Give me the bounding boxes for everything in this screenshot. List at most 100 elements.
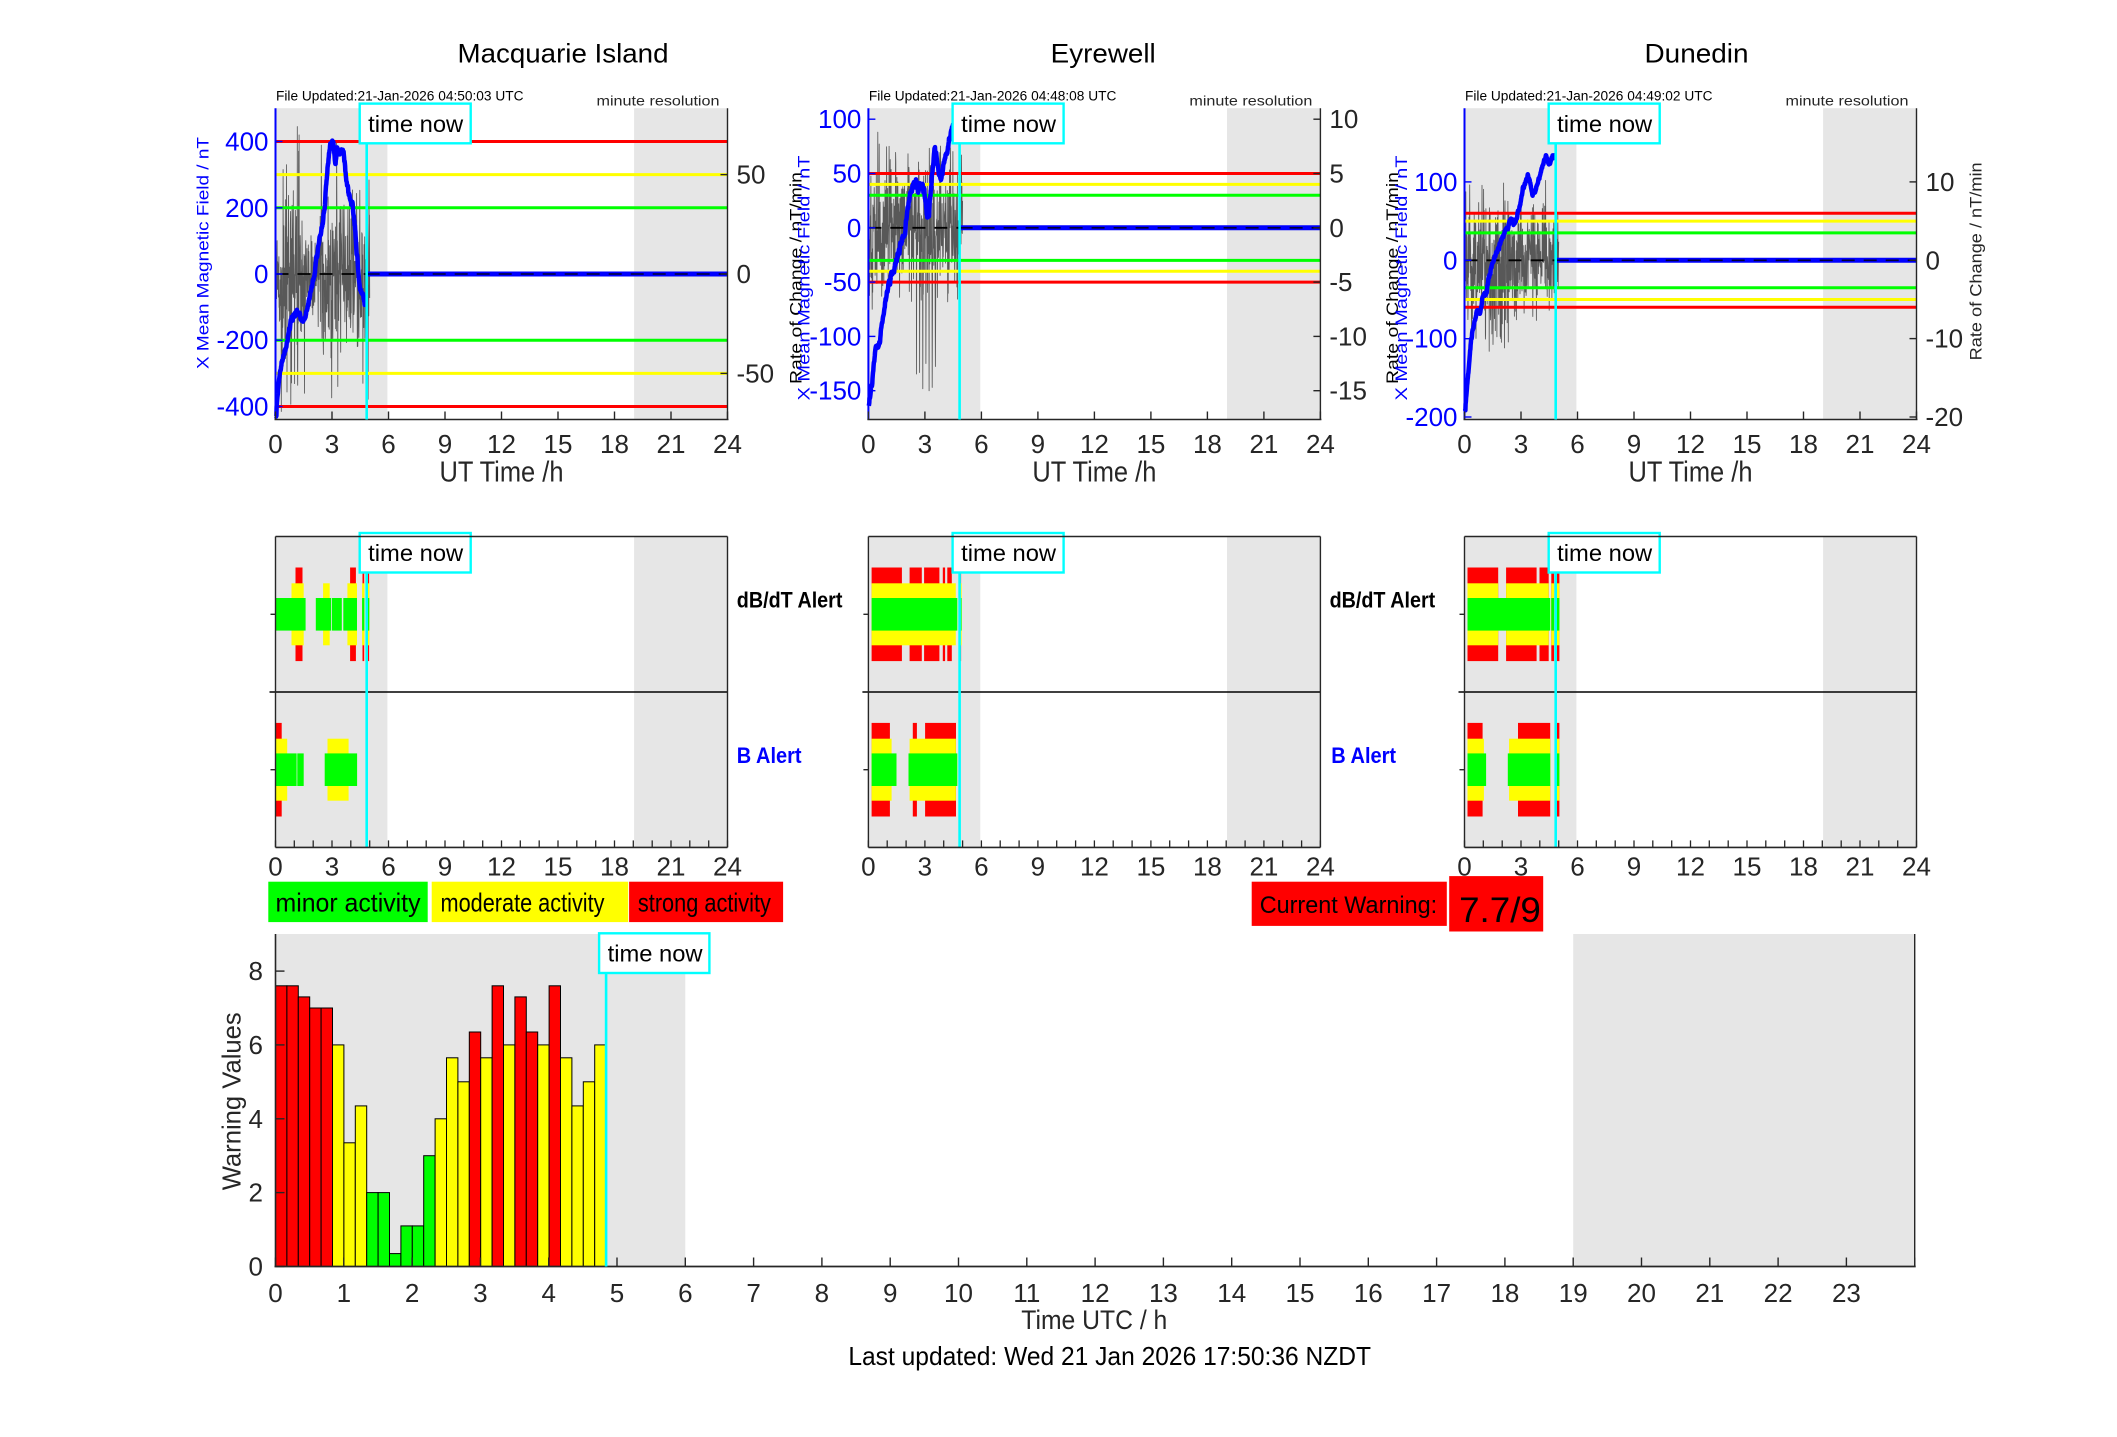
svg-text:15: 15: [1136, 429, 1165, 459]
svg-text:4: 4: [541, 1278, 555, 1308]
svg-text:0: 0: [268, 429, 282, 459]
svg-text:0: 0: [861, 852, 875, 882]
svg-text:18: 18: [600, 429, 629, 459]
svg-text:Dunedin: Dunedin: [1645, 39, 1749, 69]
svg-text:0: 0: [268, 852, 282, 882]
svg-text:15: 15: [1733, 852, 1762, 882]
svg-text:-15: -15: [1329, 376, 1367, 406]
svg-text:dB/dT Alert: dB/dT Alert: [1330, 588, 1436, 613]
svg-text:23: 23: [1832, 1278, 1861, 1308]
svg-text:21: 21: [657, 852, 686, 882]
svg-text:X Mean Magnetic Field / nT: X Mean Magnetic Field / nT: [1393, 156, 1411, 401]
svg-text:0: 0: [1457, 429, 1471, 459]
svg-text:12: 12: [1676, 429, 1705, 459]
svg-text:6: 6: [1570, 852, 1584, 882]
svg-text:UT Time /h: UT Time /h: [440, 457, 564, 489]
svg-text:100: 100: [1414, 167, 1457, 197]
svg-text:9: 9: [1031, 852, 1045, 882]
svg-text:-10: -10: [1926, 324, 1964, 354]
svg-text:11: 11: [1013, 1278, 1040, 1308]
svg-text:3: 3: [918, 852, 932, 882]
svg-text:12: 12: [1080, 429, 1109, 459]
svg-text:10: 10: [1926, 167, 1955, 197]
svg-text:Last updated: Wed 21 Jan 2026: Last updated: Wed 21 Jan 2026 17:50:36 N…: [848, 1341, 1371, 1371]
svg-text:Rate of Change / nT/min: Rate of Change / nT/min: [1968, 162, 1986, 360]
svg-text:18: 18: [1193, 852, 1222, 882]
svg-text:2: 2: [249, 1178, 263, 1208]
svg-text:-200: -200: [216, 325, 268, 355]
svg-text:0: 0: [847, 213, 861, 243]
svg-text:3: 3: [918, 429, 932, 459]
svg-text:UT Time /h: UT Time /h: [1032, 457, 1156, 489]
svg-text:12: 12: [487, 429, 516, 459]
svg-text:time now: time now: [961, 540, 1056, 566]
svg-text:9: 9: [1031, 429, 1045, 459]
svg-text:minor activity: minor activity: [276, 887, 421, 917]
svg-text:B Alert: B Alert: [737, 743, 802, 768]
svg-text:0: 0: [249, 1252, 263, 1282]
svg-text:18: 18: [1789, 852, 1818, 882]
svg-text:15: 15: [1136, 852, 1165, 882]
svg-text:Time UTC / h: Time UTC / h: [1021, 1305, 1167, 1335]
svg-text:8: 8: [815, 1278, 829, 1308]
svg-text:0: 0: [1457, 852, 1471, 882]
svg-text:15: 15: [1733, 429, 1762, 459]
svg-text:400: 400: [225, 127, 268, 157]
svg-text:2: 2: [405, 1278, 419, 1308]
svg-text:22: 22: [1764, 1278, 1793, 1308]
svg-text:time now: time now: [961, 111, 1056, 137]
svg-text:0: 0: [254, 259, 268, 289]
svg-text:-50: -50: [737, 358, 775, 388]
svg-text:24: 24: [1306, 852, 1335, 882]
svg-text:9: 9: [438, 429, 452, 459]
svg-text:50: 50: [832, 159, 861, 189]
svg-text:14: 14: [1217, 1278, 1246, 1308]
svg-text:X Mean Magnetic Field / nT: X Mean Magnetic Field / nT: [795, 156, 813, 401]
svg-text:6: 6: [678, 1278, 692, 1308]
svg-text:-50: -50: [824, 267, 862, 297]
svg-text:20: 20: [1627, 1278, 1656, 1308]
svg-text:-100: -100: [1405, 324, 1457, 354]
svg-text:File Updated:21-Jan-2026 04:49: File Updated:21-Jan-2026 04:49:02 UTC: [1465, 89, 1713, 104]
svg-text:18: 18: [1193, 429, 1222, 459]
svg-text:24: 24: [1306, 429, 1335, 459]
svg-text:UT Time /h: UT Time /h: [1629, 457, 1753, 489]
svg-text:9: 9: [883, 1278, 897, 1308]
svg-text:dB/dT Alert: dB/dT Alert: [737, 588, 843, 613]
svg-text:-5: -5: [1329, 267, 1352, 297]
svg-text:1: 1: [337, 1278, 351, 1308]
svg-text:12: 12: [1080, 852, 1109, 882]
svg-text:time now: time now: [608, 941, 703, 967]
svg-text:18: 18: [1490, 1278, 1519, 1308]
svg-text:-150: -150: [809, 376, 861, 406]
svg-text:-200: -200: [1405, 402, 1457, 432]
svg-text:21: 21: [1695, 1278, 1724, 1308]
svg-text:12: 12: [1676, 852, 1705, 882]
svg-text:minute resolution: minute resolution: [597, 93, 720, 109]
svg-text:Rate of Change / nT/min: Rate of Change / nT/min: [787, 172, 805, 384]
svg-text:time now: time now: [368, 111, 463, 137]
svg-text:21: 21: [1249, 429, 1278, 459]
svg-text:17: 17: [1422, 1278, 1451, 1308]
svg-text:19: 19: [1559, 1278, 1588, 1308]
svg-text:time now: time now: [1557, 111, 1652, 137]
svg-text:8: 8: [249, 956, 263, 986]
svg-text:9: 9: [1627, 429, 1641, 459]
svg-text:10: 10: [1329, 104, 1358, 134]
svg-text:9: 9: [1627, 852, 1641, 882]
svg-text:-400: -400: [216, 392, 268, 422]
svg-text:0: 0: [737, 259, 751, 289]
svg-text:0: 0: [268, 1278, 282, 1308]
svg-text:24: 24: [1902, 852, 1931, 882]
svg-text:18: 18: [1789, 429, 1818, 459]
svg-text:time now: time now: [368, 540, 463, 566]
svg-text:18: 18: [600, 852, 629, 882]
svg-text:Macquarie Island: Macquarie Island: [458, 39, 669, 69]
svg-text:-20: -20: [1926, 402, 1964, 432]
svg-text:15: 15: [544, 429, 573, 459]
svg-text:6: 6: [1570, 429, 1584, 459]
svg-text:moderate activity: moderate activity: [441, 887, 605, 917]
svg-text:time now: time now: [1557, 540, 1652, 566]
svg-text:21: 21: [1846, 429, 1875, 459]
svg-text:3: 3: [325, 429, 339, 459]
